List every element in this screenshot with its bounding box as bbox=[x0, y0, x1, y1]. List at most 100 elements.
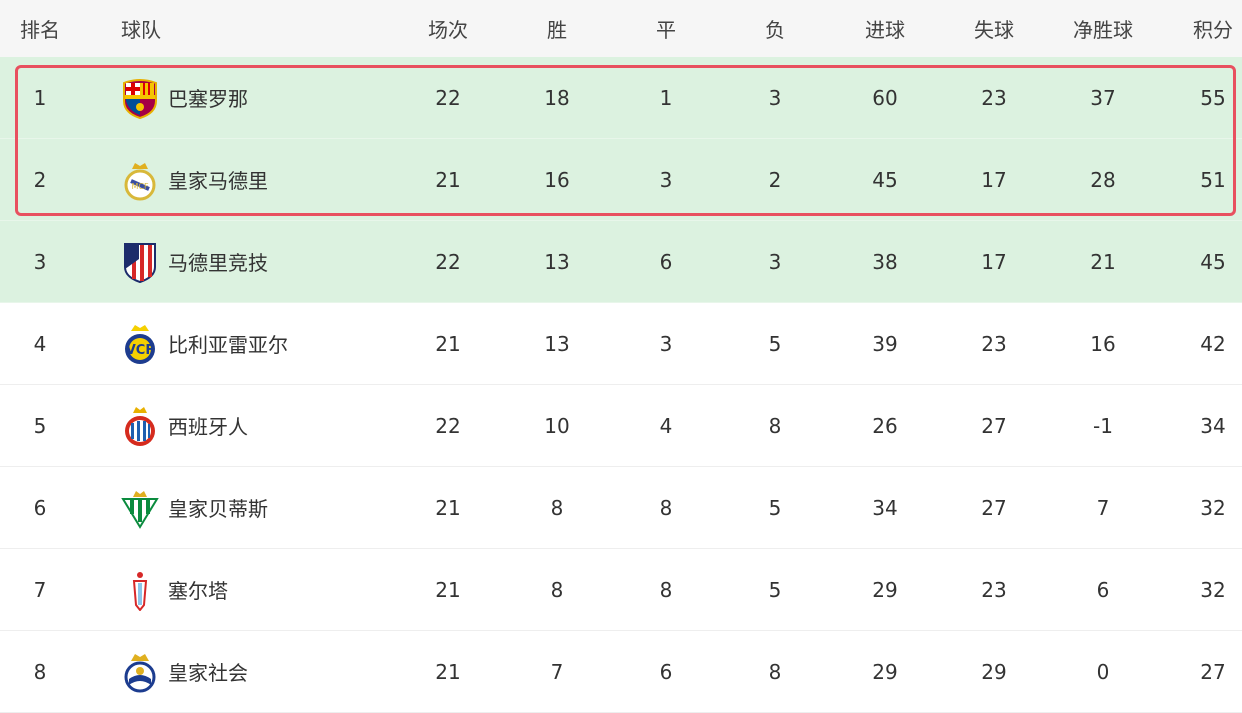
table-row[interactable]: 2 MCF 皇家马德里 21 16 3 2 45 17 28 51 bbox=[0, 139, 1242, 221]
header-drawn: 平 bbox=[656, 18, 676, 42]
header-team: 球队 bbox=[121, 18, 161, 42]
won-cell: 16 bbox=[544, 167, 570, 192]
pts-cell: 51 bbox=[1200, 167, 1226, 192]
header-lost: 负 bbox=[765, 18, 785, 42]
drawn-cell: 6 bbox=[659, 249, 673, 274]
played-cell: 22 bbox=[435, 85, 461, 110]
lost-cell: 5 bbox=[768, 577, 782, 602]
team-name[interactable]: 皇家马德里 bbox=[168, 169, 268, 193]
team-cell[interactable]: 塞尔塔 bbox=[120, 549, 420, 630]
drawn-cell: 6 bbox=[659, 659, 673, 684]
barcelona-crest-icon bbox=[120, 76, 160, 120]
pts-cell: 42 bbox=[1200, 331, 1226, 356]
ga-cell: 17 bbox=[981, 167, 1007, 192]
atletico-crest-icon bbox=[120, 240, 160, 284]
won-cell: 13 bbox=[544, 331, 570, 356]
pts-cell: 32 bbox=[1200, 577, 1226, 602]
gd-cell: 37 bbox=[1090, 85, 1116, 110]
team-cell[interactable]: 巴塞罗那 bbox=[120, 57, 420, 138]
played-cell: 21 bbox=[435, 167, 461, 192]
header-points: 积分 bbox=[1193, 18, 1233, 42]
team-cell[interactable]: 西班牙人 bbox=[120, 385, 420, 466]
played-cell: 21 bbox=[435, 577, 461, 602]
gf-cell: 26 bbox=[872, 413, 898, 438]
villarreal-crest-icon: VCF bbox=[120, 322, 160, 366]
team-name[interactable]: 比利亚雷亚尔 bbox=[168, 333, 288, 357]
lost-cell: 2 bbox=[768, 167, 782, 192]
table-row[interactable]: 4 VCF 比利亚雷亚尔 21 13 3 5 39 23 16 42 bbox=[0, 303, 1242, 385]
lost-cell: 8 bbox=[768, 413, 782, 438]
lost-cell: 3 bbox=[768, 85, 782, 110]
gf-cell: 60 bbox=[872, 85, 898, 110]
header-played: 场次 bbox=[428, 18, 468, 42]
ga-cell: 23 bbox=[981, 85, 1007, 110]
table-row[interactable]: 1 巴塞罗那 22 18 1 3 60 23 37 55 bbox=[0, 57, 1242, 139]
gd-cell: 16 bbox=[1090, 331, 1116, 356]
ga-cell: 23 bbox=[981, 577, 1007, 602]
lost-cell: 5 bbox=[768, 495, 782, 520]
header-won: 胜 bbox=[547, 18, 567, 42]
table-row[interactable]: 8 皇家社会 21 7 6 8 29 29 0 27 bbox=[0, 631, 1242, 713]
pts-cell: 45 bbox=[1200, 249, 1226, 274]
drawn-cell: 8 bbox=[659, 495, 673, 520]
header-goals-for: 进球 bbox=[865, 18, 905, 42]
rank-cell: 8 bbox=[33, 659, 47, 684]
won-cell: 18 bbox=[544, 85, 570, 110]
lost-cell: 5 bbox=[768, 331, 782, 356]
gd-cell: 0 bbox=[1096, 659, 1110, 684]
svg-text:VCF: VCF bbox=[126, 343, 154, 358]
gf-cell: 38 bbox=[872, 249, 898, 274]
team-cell[interactable]: 皇家贝蒂斯 bbox=[120, 467, 420, 548]
svg-text:MCF: MCF bbox=[131, 182, 148, 191]
table-row[interactable]: 7 塞尔塔 21 8 8 5 29 23 6 32 bbox=[0, 549, 1242, 631]
team-name[interactable]: 巴塞罗那 bbox=[168, 87, 248, 111]
drawn-cell: 1 bbox=[659, 85, 673, 110]
betis-crest-icon bbox=[120, 486, 160, 530]
celta-crest-icon bbox=[120, 568, 160, 612]
table-header: 排名 球队 场次 胜 平 负 进球 失球 净胜球 积分 bbox=[0, 0, 1242, 57]
table-row[interactable]: 3 马德里竞技 22 13 6 3 38 17 21 45 bbox=[0, 221, 1242, 303]
table-row[interactable]: 5 西班牙人 22 10 4 8 26 27 -1 34 bbox=[0, 385, 1242, 467]
table-row[interactable]: 6 皇家贝蒂斯 21 8 8 5 34 27 7 32 bbox=[0, 467, 1242, 549]
rank-cell: 2 bbox=[33, 167, 47, 192]
pts-cell: 34 bbox=[1200, 413, 1226, 438]
ga-cell: 27 bbox=[981, 495, 1007, 520]
drawn-cell: 3 bbox=[659, 331, 673, 356]
header-goal-difference: 净胜球 bbox=[1073, 18, 1133, 42]
team-cell[interactable]: VCF 比利亚雷亚尔 bbox=[120, 303, 420, 384]
played-cell: 22 bbox=[435, 249, 461, 274]
ga-cell: 29 bbox=[981, 659, 1007, 684]
rank-cell: 4 bbox=[33, 331, 47, 356]
gf-cell: 29 bbox=[872, 577, 898, 602]
ga-cell: 17 bbox=[981, 249, 1007, 274]
rank-cell: 7 bbox=[33, 577, 47, 602]
rank-cell: 1 bbox=[33, 85, 47, 110]
drawn-cell: 3 bbox=[659, 167, 673, 192]
drawn-cell: 4 bbox=[659, 413, 673, 438]
gd-cell: -1 bbox=[1093, 413, 1113, 438]
played-cell: 21 bbox=[435, 659, 461, 684]
gf-cell: 39 bbox=[872, 331, 898, 356]
team-name[interactable]: 塞尔塔 bbox=[168, 579, 228, 603]
team-name[interactable]: 皇家社会 bbox=[168, 661, 248, 685]
won-cell: 7 bbox=[550, 659, 564, 684]
won-cell: 8 bbox=[550, 577, 564, 602]
team-name[interactable]: 皇家贝蒂斯 bbox=[168, 497, 268, 521]
played-cell: 21 bbox=[435, 495, 461, 520]
won-cell: 8 bbox=[550, 495, 564, 520]
team-name[interactable]: 西班牙人 bbox=[168, 415, 248, 439]
drawn-cell: 8 bbox=[659, 577, 673, 602]
header-rank: 排名 bbox=[20, 18, 60, 42]
pts-cell: 55 bbox=[1200, 85, 1226, 110]
won-cell: 13 bbox=[544, 249, 570, 274]
pts-cell: 27 bbox=[1200, 659, 1226, 684]
team-cell[interactable]: 皇家社会 bbox=[120, 631, 420, 712]
played-cell: 22 bbox=[435, 413, 461, 438]
gf-cell: 29 bbox=[872, 659, 898, 684]
team-cell[interactable]: 马德里竞技 bbox=[120, 221, 420, 302]
pts-cell: 32 bbox=[1200, 495, 1226, 520]
team-cell[interactable]: MCF 皇家马德里 bbox=[120, 139, 420, 220]
ga-cell: 27 bbox=[981, 413, 1007, 438]
gf-cell: 34 bbox=[872, 495, 898, 520]
team-name[interactable]: 马德里竞技 bbox=[168, 251, 268, 275]
